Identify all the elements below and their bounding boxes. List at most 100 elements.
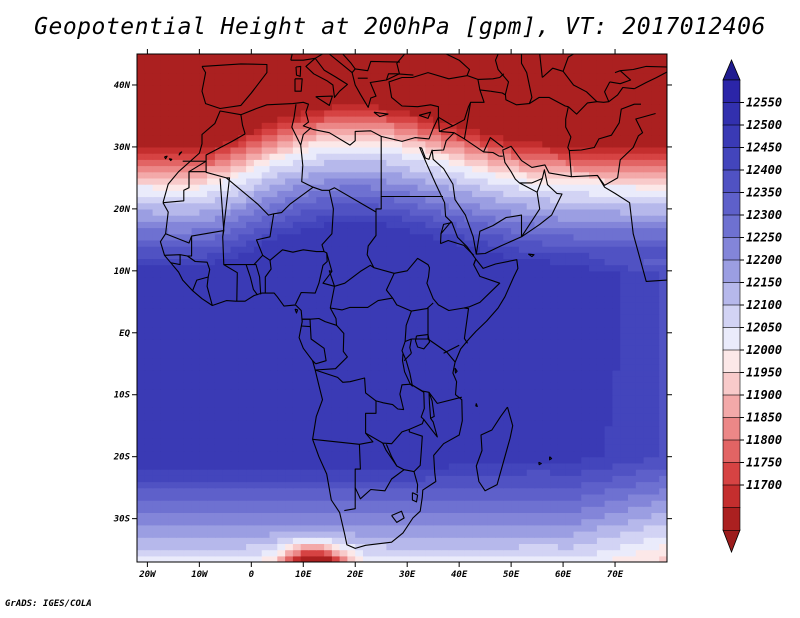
coastline-path <box>164 155 168 160</box>
border-path <box>222 236 238 302</box>
border-path <box>413 471 419 494</box>
colorbar-swatch <box>722 282 741 306</box>
lat-tick-label: 20N <box>113 205 131 215</box>
colorbar-swatch <box>722 417 741 441</box>
colorbar-swatch <box>722 507 741 531</box>
colorbar-label: 12450 <box>746 141 782 155</box>
border-path <box>300 127 312 146</box>
coastline-path <box>159 54 667 549</box>
colorbar-swatch <box>722 462 741 486</box>
border-path <box>411 302 434 312</box>
colorbar-swatch <box>722 237 741 261</box>
border-path <box>355 60 400 72</box>
coastline-path <box>428 392 435 419</box>
colorbar-swatch <box>722 79 741 104</box>
lon-tick-label: 60E <box>555 570 572 580</box>
border-path <box>541 67 598 103</box>
coastline-path <box>454 367 458 374</box>
border-path <box>432 117 455 152</box>
border-path <box>301 325 311 328</box>
height-field <box>137 54 667 562</box>
border-path <box>409 338 412 354</box>
colorbar-label: 11950 <box>746 366 782 380</box>
lat-tick-label: 30S <box>113 515 131 525</box>
border-path <box>410 383 462 404</box>
border-path <box>475 214 523 255</box>
coastline-path <box>294 308 299 314</box>
colorbar-triangle-bottom <box>722 529 741 554</box>
border-path <box>403 352 412 362</box>
colorbar-swatch <box>722 169 741 194</box>
border-path <box>328 270 336 287</box>
colorbar-label: 12400 <box>746 163 782 177</box>
colorbar-triangle-top <box>722 58 741 81</box>
lat-tick-label: 20S <box>113 453 131 463</box>
border-path <box>312 360 317 365</box>
border-path <box>188 160 207 188</box>
border-path <box>309 319 327 365</box>
border-path <box>604 81 611 102</box>
border-path <box>385 273 395 299</box>
border-path <box>162 171 207 204</box>
border-path <box>620 65 667 72</box>
coastline-path <box>475 403 478 408</box>
border-path <box>245 264 258 296</box>
colorbar-swatch <box>722 192 741 216</box>
longitude-axis: 20W 10W 0 10E 20E 30E 40E 50E 60E 70E <box>138 49 624 580</box>
lon-tick-label: 20E <box>346 570 364 580</box>
border-path <box>539 54 543 78</box>
border-path <box>380 136 443 198</box>
colorbar-swatch <box>722 394 741 419</box>
border-path <box>187 255 211 291</box>
coastline-path <box>315 95 333 106</box>
border-path <box>206 276 213 306</box>
colorbar-label: 12200 <box>746 253 782 267</box>
grads-credit: GrADS: IGES/COLA <box>5 599 92 609</box>
lon-tick-label: 50E <box>503 570 520 580</box>
border-path <box>411 338 456 363</box>
colorbar-swatch <box>722 304 741 329</box>
border-path <box>330 297 412 312</box>
border-path <box>321 190 334 252</box>
colorbar-swatch <box>722 214 741 239</box>
coastline-path <box>391 510 405 523</box>
colorbar-label: 11900 <box>746 388 782 402</box>
border-path <box>438 116 454 127</box>
lon-tick-label: 10W <box>191 570 209 580</box>
border-path <box>569 103 641 152</box>
colorbar-label: 12500 <box>746 118 782 132</box>
border-path <box>219 178 225 231</box>
lon-tick-label: 30E <box>398 570 416 580</box>
border-path <box>463 89 491 139</box>
lat-tick-label: 30N <box>113 143 131 153</box>
chart-title: Geopotential Height at 200hPa [gpm], VT:… <box>34 14 766 40</box>
colorbar-label: 11850 <box>746 411 782 425</box>
border-path <box>490 90 506 96</box>
colorbar-label: 11750 <box>746 456 782 470</box>
coastline-path <box>295 65 302 77</box>
border-path <box>205 133 246 162</box>
coastline-path <box>294 78 303 92</box>
colorbar-label: 12100 <box>746 298 782 312</box>
border-path <box>440 220 452 235</box>
colorbar-swatch <box>722 484 741 509</box>
border-path <box>634 71 667 90</box>
border-path <box>382 442 398 467</box>
coastline-path <box>168 158 173 162</box>
colorbar-label: 12550 <box>746 96 782 110</box>
coastline-path <box>475 406 514 492</box>
border-path <box>375 196 382 212</box>
lat-tick-label: EQ <box>119 329 130 339</box>
colorbar-label: 12250 <box>746 231 782 245</box>
border-path <box>342 54 356 73</box>
colorbar-swatch <box>722 124 741 149</box>
lat-tick-label: 10N <box>114 267 131 277</box>
colorbar-swatch <box>722 349 741 374</box>
colorbar-label: 11800 <box>746 433 782 447</box>
border-path <box>483 137 504 153</box>
border-path <box>463 307 470 344</box>
border-path <box>439 102 472 132</box>
border-path <box>439 221 453 244</box>
colorbar-label: 12150 <box>746 276 782 290</box>
